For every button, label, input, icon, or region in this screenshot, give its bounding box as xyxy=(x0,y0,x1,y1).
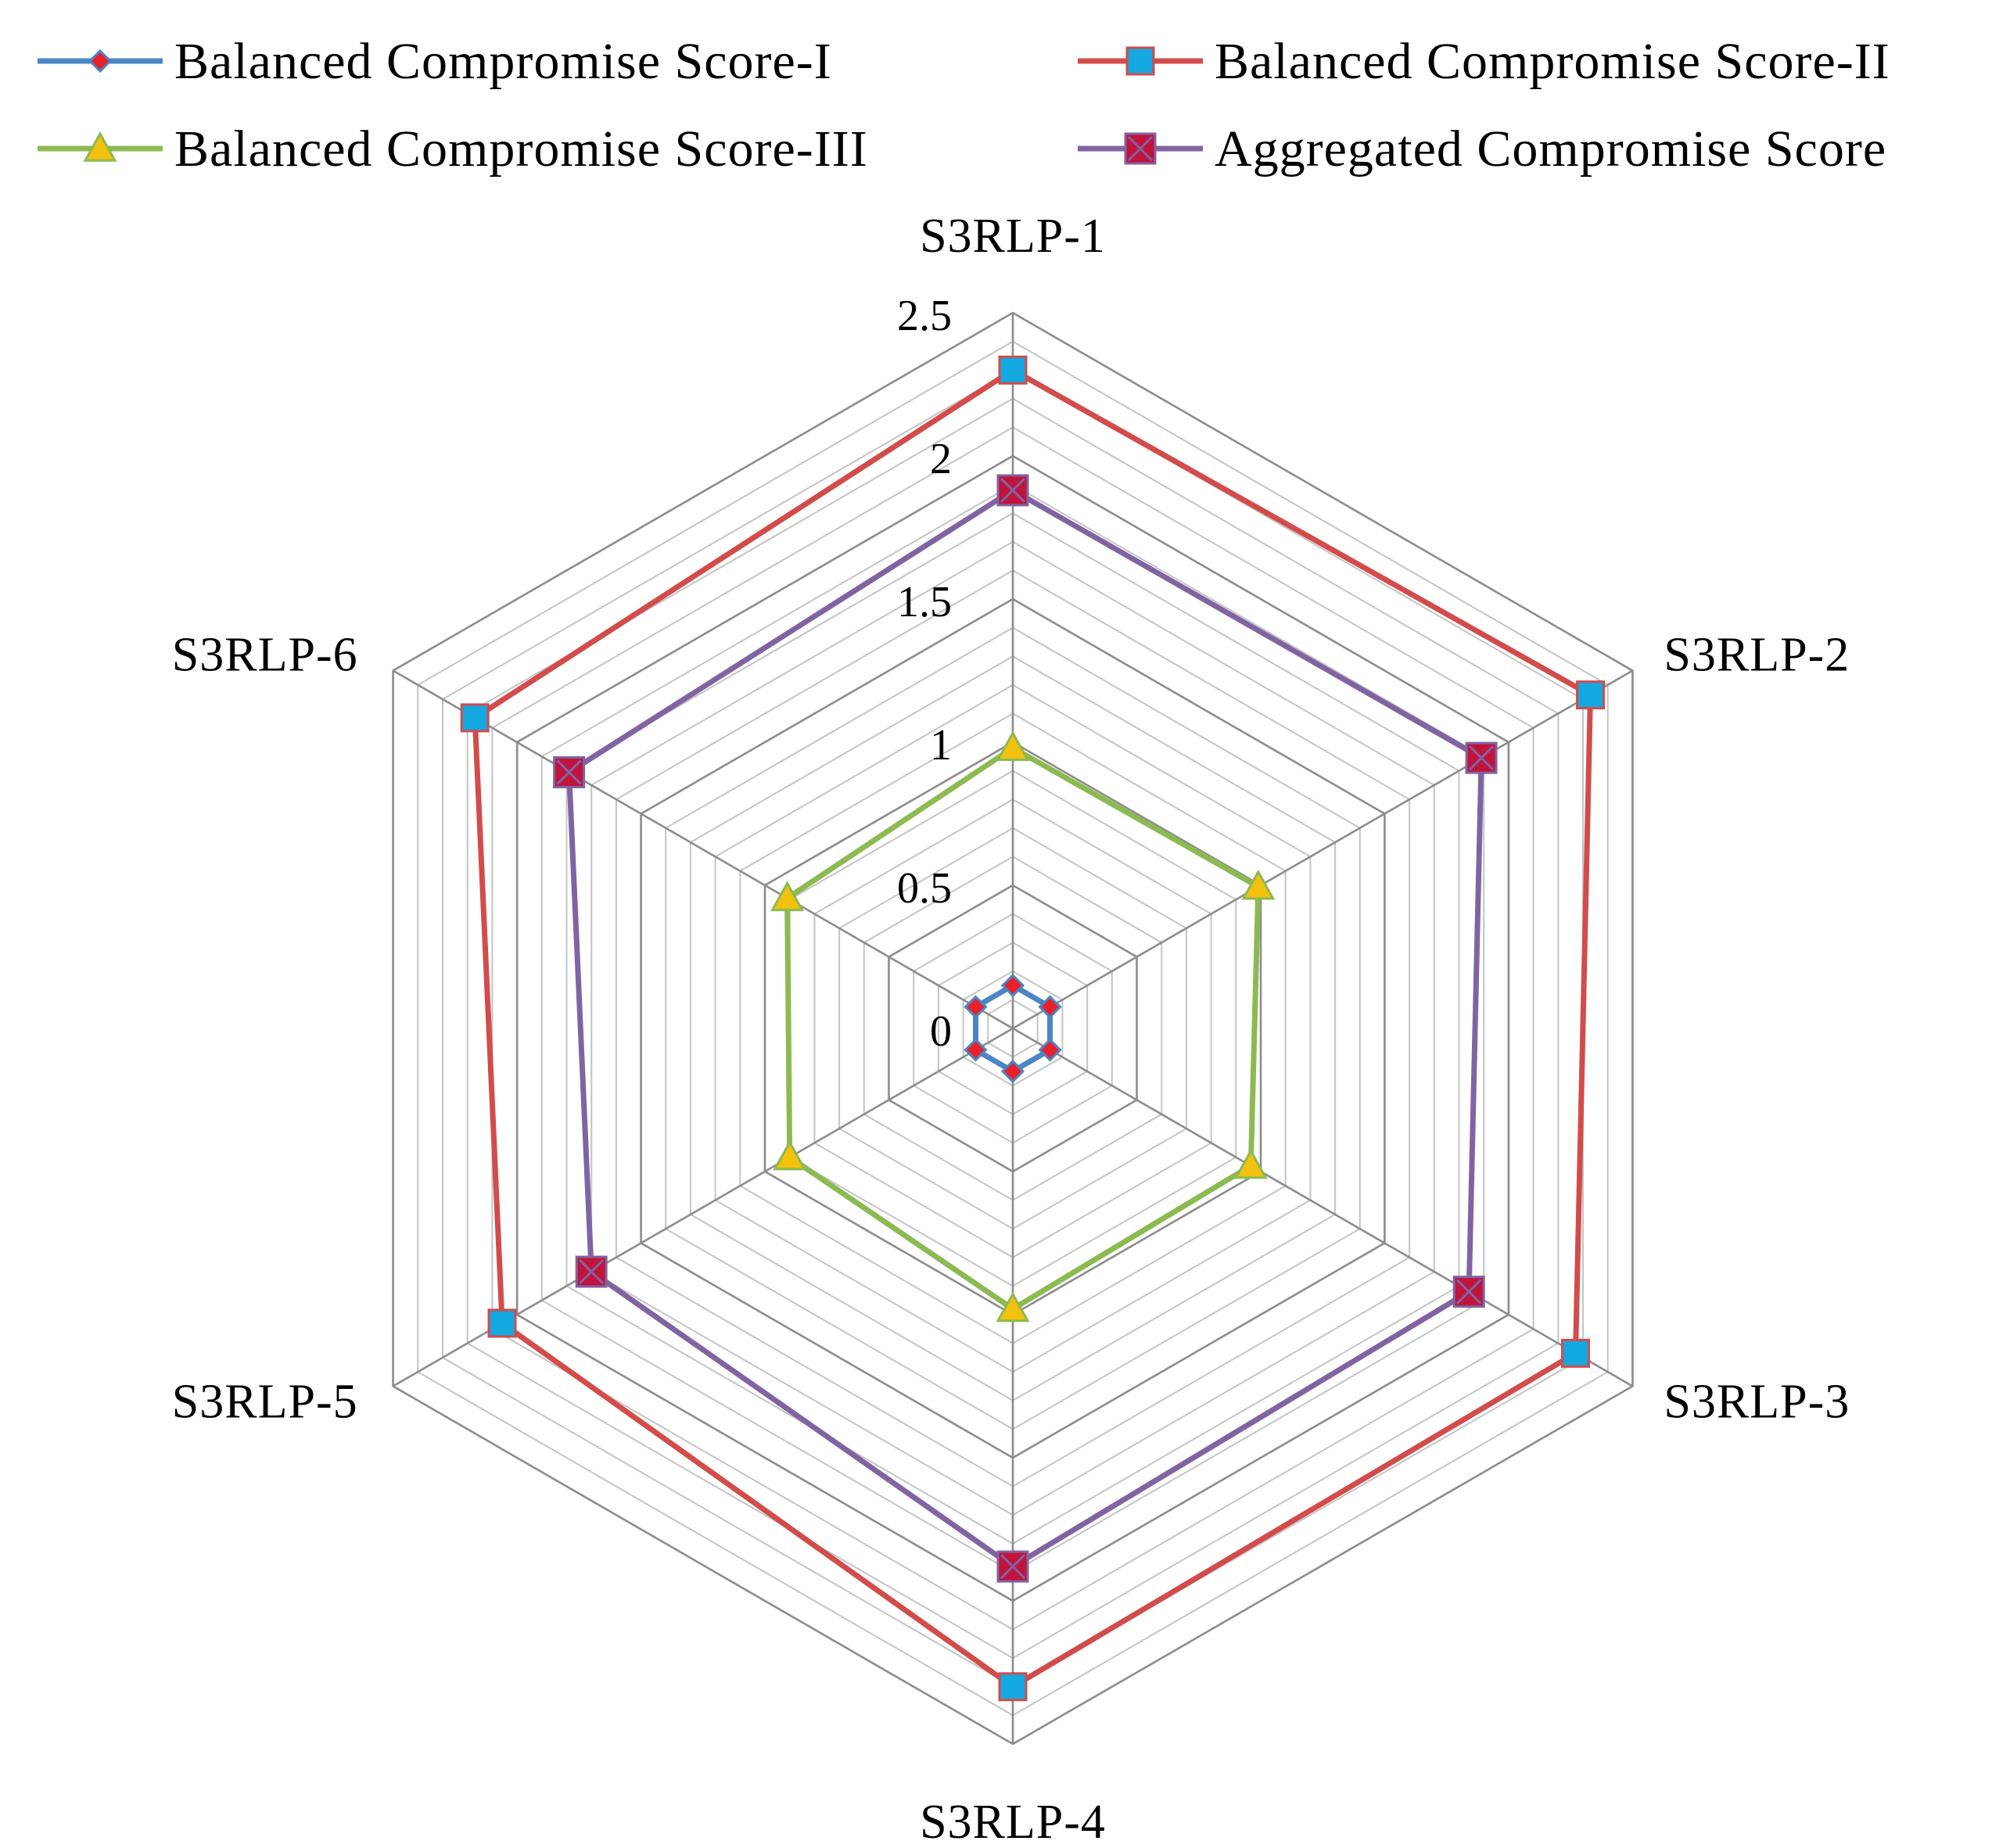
spoke-axis xyxy=(392,669,1014,1030)
legend-item[interactable]: Aggregated Compromise Score xyxy=(1078,120,1886,178)
data-point xyxy=(964,995,988,1019)
legend-label: Balanced Compromise Score-III xyxy=(174,120,868,178)
tick-label: 1.5 xyxy=(897,578,952,626)
data-point xyxy=(773,1139,807,1171)
tick-labels: 0 0.5 1 1.5 2 2.5 xyxy=(897,292,952,1056)
tick-label: 1 xyxy=(930,721,952,770)
tick-label: 2 xyxy=(930,435,952,483)
series-group xyxy=(553,474,1498,1583)
data-point xyxy=(487,1308,517,1338)
series-group xyxy=(964,973,1062,1084)
data-point xyxy=(1038,995,1062,1019)
data-point xyxy=(964,1038,988,1062)
data-point xyxy=(1038,1038,1062,1062)
tick-label: 2.5 xyxy=(897,292,952,340)
data-point xyxy=(1465,741,1498,774)
data-point xyxy=(553,755,586,788)
data-point xyxy=(1000,1059,1025,1084)
data-point xyxy=(1125,46,1155,76)
legend-item[interactable]: Balanced Compromise Score-III xyxy=(38,120,868,178)
category-label: S3RLP-4 xyxy=(920,1796,1106,1848)
legend-label: Balanced Compromise Score-I xyxy=(174,33,832,90)
data-point xyxy=(1000,973,1025,998)
series-layer xyxy=(460,355,1606,1702)
data-point xyxy=(460,703,490,733)
data-point xyxy=(996,1291,1030,1322)
category-label: S3RLP-1 xyxy=(920,210,1106,263)
legend-label: Balanced Compromise Score-II xyxy=(1215,33,1890,90)
legend-label: Aggregated Compromise Score xyxy=(1215,120,1886,178)
data-point xyxy=(1233,1148,1268,1179)
series-group xyxy=(770,730,1276,1322)
radar-axes xyxy=(392,313,1634,1744)
data-point xyxy=(1241,869,1276,900)
data-point xyxy=(88,48,113,74)
series-group xyxy=(460,355,1606,1702)
category-label: S3RLP-3 xyxy=(1664,1376,1850,1429)
category-label: S3RLP-6 xyxy=(172,629,358,682)
category-labels: S3RLP-1 S3RLP-2 S3RLP-3 S3RLP-4 S3RLP-5 S3RLP… xyxy=(172,210,1850,1848)
data-point xyxy=(996,1550,1029,1583)
data-point xyxy=(996,730,1030,762)
data-point xyxy=(83,131,117,162)
data-point xyxy=(1124,132,1157,165)
category-label: S3RLP-5 xyxy=(172,1376,358,1429)
data-point xyxy=(575,1255,608,1288)
data-point xyxy=(770,881,805,912)
series-line xyxy=(566,487,1484,1570)
data-point xyxy=(1452,1276,1485,1308)
tick-label: 0.5 xyxy=(897,864,952,913)
data-point xyxy=(1561,1338,1591,1368)
legend: Balanced Compromise Score-I Balanced Comp… xyxy=(38,33,1890,178)
spoke-axis xyxy=(1012,669,1634,1030)
spoke-axis xyxy=(392,1027,1014,1387)
category-label: S3RLP-2 xyxy=(1664,629,1850,682)
data-point xyxy=(998,355,1028,385)
legend-item[interactable]: Balanced Compromise Score-I xyxy=(38,33,832,90)
spoke-axis xyxy=(1012,1027,1634,1387)
series-line xyxy=(472,367,1593,1690)
legend-item[interactable]: Balanced Compromise Score-II xyxy=(1078,33,1890,90)
data-point xyxy=(998,1672,1028,1702)
data-point xyxy=(1576,680,1606,710)
tick-label: 0 xyxy=(930,1007,952,1056)
data-point xyxy=(996,474,1029,507)
